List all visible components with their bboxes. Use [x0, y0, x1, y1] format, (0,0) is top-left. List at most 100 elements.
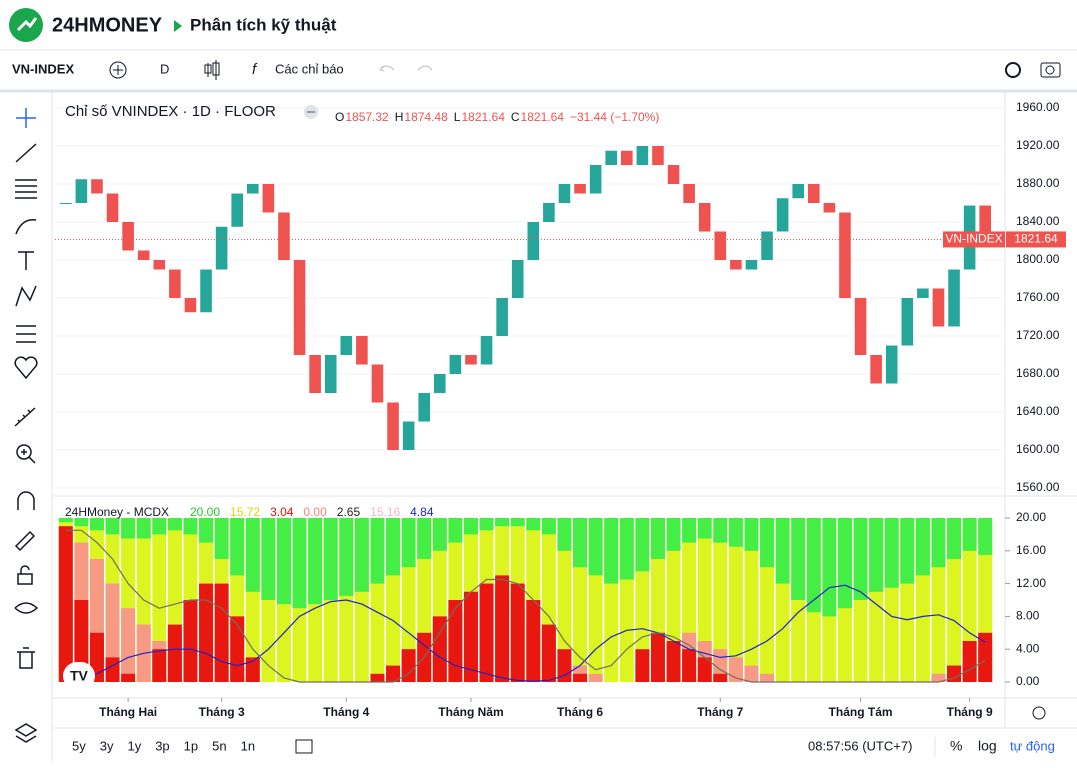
- candle: [106, 193, 119, 222]
- favorites-tool[interactable]: [14, 356, 38, 380]
- indicator-bar: [401, 518, 416, 568]
- fx-icon: f: [252, 61, 258, 78]
- candle: [309, 355, 321, 393]
- ohlc-value: 1874.48: [404, 110, 448, 124]
- indicator-bar: [386, 518, 401, 576]
- lock-tool[interactable]: [17, 573, 33, 585]
- candle: [356, 336, 368, 365]
- y-tick-label: 4.00: [1016, 641, 1040, 655]
- candle: [465, 355, 477, 365]
- forecast-tool[interactable]: [16, 325, 36, 343]
- indicator-bar: [432, 616, 447, 682]
- indicators-button[interactable]: Các chỉ báo: [275, 61, 344, 76]
- fib-tool[interactable]: [15, 179, 37, 199]
- lock-draw-tool[interactable]: [14, 530, 36, 552]
- indicator-bar: [479, 518, 494, 531]
- legend-value: 2.65: [337, 505, 361, 519]
- range-button[interactable]: 1n: [241, 738, 255, 753]
- interval[interactable]: D: [160, 61, 169, 76]
- auto-toggle[interactable]: tự động: [1010, 738, 1055, 753]
- indicator-bar: [697, 518, 712, 539]
- indicator-bar: [495, 575, 510, 682]
- indicator-bar: [401, 649, 416, 682]
- ohlc-key: C: [511, 110, 520, 124]
- candle: [948, 269, 960, 327]
- line-tool[interactable]: [15, 143, 37, 163]
- symbol-tag-label: VN-INDEX: [945, 232, 1002, 246]
- symbol[interactable]: VN-INDEX: [12, 61, 74, 76]
- y-tick-label: 20.00: [1016, 510, 1046, 524]
- indicator-bar: [682, 649, 697, 682]
- indicator-bar: [58, 518, 73, 523]
- y-tick-label: 1560.00: [1016, 480, 1060, 494]
- y-tick-label: 8.00: [1016, 609, 1040, 623]
- indicator-bar: [105, 657, 120, 682]
- indicator-bar: [199, 583, 214, 682]
- settings[interactable]: [1005, 62, 1021, 78]
- fill-bar: [557, 518, 572, 682]
- redo[interactable]: [417, 65, 433, 71]
- indicator-bar: [136, 518, 151, 539]
- date-range-icon[interactable]: [295, 739, 313, 754]
- range-button[interactable]: 3p: [155, 738, 169, 753]
- y-tick-label: 1800.00: [1016, 252, 1060, 266]
- indicator-bar: [495, 518, 510, 527]
- zoom-tool[interactable]: [16, 444, 32, 460]
- indicator-bar: [479, 583, 494, 682]
- magnet-tool[interactable]: [17, 491, 35, 510]
- add-symbol[interactable]: [109, 61, 127, 79]
- delete-tool[interactable]: [17, 647, 35, 669]
- indicator-bar: [417, 518, 432, 559]
- candle: [683, 184, 695, 203]
- indicator-bar: [339, 518, 354, 596]
- ohlc-change: −31.44 (−1.70%): [570, 110, 659, 124]
- range-button[interactable]: 5n: [212, 738, 226, 753]
- indicator-bar: [666, 518, 681, 551]
- time-axis-settings[interactable]: [1032, 706, 1046, 720]
- indicator-bar: [74, 518, 89, 527]
- candle: [558, 184, 571, 203]
- indicator-bar: [962, 518, 977, 551]
- tv-logo-bg: [63, 662, 95, 690]
- chart-title: Chỉ số VNINDEX · 1D · FLOOR: [65, 103, 276, 120]
- crosshair-tool[interactable]: [16, 108, 36, 128]
- candle: [839, 212, 851, 298]
- percent-toggle[interactable]: %: [950, 738, 962, 754]
- brush-tool[interactable]: [15, 219, 37, 235]
- range-button[interactable]: 5y: [72, 738, 86, 753]
- text-tool[interactable]: [18, 251, 34, 270]
- screenshot[interactable]: [1040, 62, 1061, 78]
- indicator-bar: [588, 673, 603, 682]
- indicator-bar: [541, 518, 556, 535]
- indicator-bar: [806, 518, 821, 613]
- log-toggle[interactable]: log: [978, 738, 997, 754]
- candle: [636, 146, 649, 165]
- indicator-bar: [728, 518, 743, 547]
- ruler-tool[interactable]: [14, 407, 36, 427]
- layers-tool[interactable]: [14, 723, 38, 743]
- candle: [247, 184, 259, 194]
- range-button[interactable]: 1y: [127, 738, 141, 753]
- undo[interactable]: [379, 65, 395, 72]
- fill-bar: [728, 518, 743, 682]
- zoom-tool: [21, 449, 36, 464]
- indicator-bar: [510, 518, 525, 527]
- range-button[interactable]: 3y: [100, 738, 114, 753]
- add-symbol-plus: [113, 65, 123, 75]
- range-button[interactable]: 1p: [184, 738, 198, 753]
- logo-icon: [9, 8, 43, 42]
- candle: [153, 260, 166, 270]
- indicator-line: [65, 529, 986, 683]
- pattern-tool[interactable]: [15, 285, 37, 307]
- candle: [137, 250, 150, 260]
- indicator-bar: [837, 518, 852, 609]
- candle: [792, 184, 804, 199]
- indicator-bar: [121, 608, 136, 682]
- chart-type[interactable]: [204, 60, 220, 80]
- symbol-tag: [943, 231, 1005, 248]
- hide-tool[interactable]: [14, 602, 39, 614]
- indicator-bar: [884, 518, 899, 588]
- candle: [776, 198, 789, 232]
- ohlc-value: 1857.32: [345, 110, 389, 124]
- tv-logo: TV: [70, 668, 89, 684]
